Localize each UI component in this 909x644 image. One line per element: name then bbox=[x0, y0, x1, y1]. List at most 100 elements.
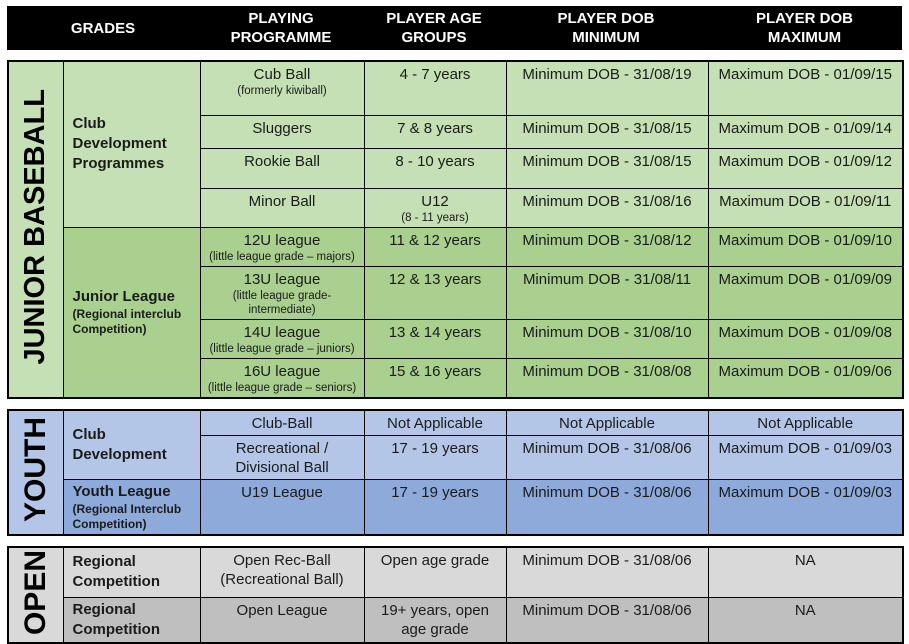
header-line: PLAYING bbox=[248, 10, 314, 27]
age-group-cell: 15 & 16 years bbox=[363, 357, 507, 398]
table-row: Youth League (Regional Interclub Competi… bbox=[8, 479, 904, 536]
dob-min: Minimum DOB - 31/08/06 bbox=[522, 440, 692, 457]
age-group: 15 & 16 years bbox=[388, 362, 482, 380]
programme-name: Open Rec-Ball bbox=[233, 552, 331, 569]
programme-note: (Recreational Ball) bbox=[220, 571, 344, 588]
dob-max: Maximum DOB - 01/09/12 bbox=[718, 152, 892, 170]
dob-max: Maximum DOB - 01/09/06 bbox=[718, 362, 892, 380]
age-group: 12 & 13 years bbox=[388, 270, 482, 288]
dob-min: Minimum DOB - 31/08/12 bbox=[522, 231, 692, 249]
programme-name: U19 League bbox=[241, 484, 323, 501]
grade-title: Regional Competition bbox=[72, 553, 161, 591]
dob-min-cell: Minimum DOB - 31/08/12 bbox=[505, 226, 709, 267]
dob-max-cell: Maximum DOB - 01/09/11 bbox=[707, 187, 904, 228]
dob-min-cell: Minimum DOB - 31/08/16 bbox=[505, 187, 709, 228]
age-group: 7 & 8 years bbox=[397, 119, 473, 137]
grade-title: Junior League bbox=[72, 288, 176, 305]
youth-section: YOUTH Club Development Club-Ball Not App… bbox=[7, 408, 904, 536]
age-group-cell: 7 & 8 years bbox=[363, 114, 507, 149]
header-line: MINIMUM bbox=[572, 29, 640, 46]
programme-note: (little league grade – juniors) bbox=[209, 342, 355, 355]
programme-note: (little league grade – seniors) bbox=[207, 381, 357, 394]
dob-min: Not Applicable bbox=[559, 414, 655, 432]
programme-name: Rookie Ball bbox=[244, 152, 320, 170]
programme-name: Club-Ball bbox=[251, 414, 313, 432]
grade-cell: Club Development Programmes bbox=[62, 60, 201, 228]
age-group: 8 - 10 years bbox=[395, 152, 475, 170]
open-section: OPEN Regional Competition Open Rec-Ball … bbox=[7, 546, 904, 644]
dob-max-cell: Maximum DOB - 01/09/08 bbox=[707, 318, 904, 359]
dob-min-cell: Minimum DOB - 31/08/08 bbox=[505, 357, 709, 398]
dob-min: Minimum DOB - 31/08/06 bbox=[522, 552, 692, 569]
programme-note: (little league grade – majors) bbox=[209, 250, 355, 263]
dob-max: Maximum DOB - 01/09/03 bbox=[718, 440, 892, 457]
header-line: MAXIMUM bbox=[767, 29, 842, 46]
age-group: Not Applicable bbox=[387, 414, 483, 432]
section-gap bbox=[7, 536, 902, 546]
dob-max-cell: Maximum DOB - 01/09/12 bbox=[707, 147, 904, 189]
dob-max: Maximum DOB - 01/09/14 bbox=[718, 119, 892, 137]
dob-max: Not Applicable bbox=[757, 414, 854, 432]
header-player-dob-maximum: PLAYER DOB MAXIMUM bbox=[707, 6, 902, 50]
age-group-cell: U12 (8 - 11 years) bbox=[363, 187, 507, 228]
header-line: GRADES bbox=[70, 19, 136, 37]
dob-max-cell: Maximum DOB - 01/09/09 bbox=[707, 265, 904, 320]
dob-min: Minimum DOB - 31/08/11 bbox=[522, 270, 692, 288]
programme-cell: Rookie Ball bbox=[199, 147, 365, 189]
programme-cell: Sluggers bbox=[199, 114, 365, 149]
programme-name: Recreational / Divisional Ball bbox=[235, 440, 329, 476]
section-label-text: JUNIOR BASEBALL bbox=[19, 88, 52, 365]
grade-cell: Club Development bbox=[62, 409, 201, 480]
header-player-age-groups: PLAYER AGE GROUPS bbox=[363, 6, 505, 50]
table-row: 13U league (little league grade-intermed… bbox=[8, 265, 904, 320]
header-player-dob-minimum: PLAYER DOB MINIMUM bbox=[505, 6, 707, 50]
age-group-cell: Not Applicable bbox=[363, 409, 507, 436]
programme-name: Cub Ball bbox=[253, 66, 311, 83]
programme-cell: 12U league (little league grade – majors… bbox=[199, 226, 365, 267]
programme-name: 13U league bbox=[243, 270, 321, 288]
grade-cell: Regional Competition bbox=[62, 546, 201, 598]
dob-min-cell: Minimum DOB - 31/08/06 bbox=[505, 479, 709, 536]
dob-max-cell: Maximum DOB - 01/09/03 bbox=[707, 479, 904, 536]
header-line: PLAYER DOB bbox=[557, 10, 655, 27]
section-gap bbox=[7, 399, 902, 409]
programme-cell: Recreational / Divisional Ball bbox=[199, 435, 365, 480]
age-group-cell: 17 - 19 years bbox=[363, 479, 507, 536]
dob-max: Maximum DOB - 01/09/03 bbox=[718, 484, 892, 501]
dob-max: Maximum DOB - 01/09/09 bbox=[718, 270, 892, 288]
table-row: Sluggers 7 & 8 years Minimum DOB - 31/08… bbox=[8, 114, 904, 149]
programme-note: (little league grade-intermediate) bbox=[232, 289, 332, 316]
age-group-note: (8 - 11 years) bbox=[401, 211, 469, 224]
age-group-cell: 8 - 10 years bbox=[363, 147, 507, 189]
section-label-open: OPEN bbox=[7, 546, 64, 643]
junior-baseball-section: JUNIOR BASEBALL Club Development Program… bbox=[7, 60, 904, 399]
section-gap bbox=[7, 50, 902, 60]
table-row: Junior League (Regional interclub Compet… bbox=[8, 226, 904, 398]
dob-max-cell: Not Applicable bbox=[707, 409, 904, 436]
dob-max-cell: Maximum DOB - 01/09/14 bbox=[707, 114, 904, 149]
dob-min: Minimum DOB - 31/08/15 bbox=[522, 119, 692, 137]
programme-note: (formerly kiwiball) bbox=[237, 85, 327, 97]
dob-max-cell: Maximum DOB - 01/09/15 bbox=[707, 60, 904, 116]
dob-min-cell: Minimum DOB - 31/08/15 bbox=[505, 114, 709, 149]
dob-min: Minimum DOB - 31/08/06 bbox=[522, 601, 692, 619]
dob-max: NA bbox=[794, 601, 816, 619]
grade-title: Youth League bbox=[72, 483, 171, 500]
dob-max: NA bbox=[794, 552, 816, 569]
header-grades: GRADES bbox=[7, 6, 199, 50]
section-label-youth: YOUTH bbox=[7, 409, 64, 536]
age-group: 11 & 12 years bbox=[389, 231, 481, 249]
dob-min: Minimum DOB - 31/08/10 bbox=[522, 323, 692, 341]
programme-cell: 14U league (little league grade – junior… bbox=[199, 318, 365, 359]
programme-name: 12U league bbox=[243, 231, 321, 249]
programme-name: Minor Ball bbox=[248, 192, 316, 210]
table-row: JUNIOR BASEBALL Club Development Program… bbox=[7, 60, 904, 398]
dob-max-cell: Maximum DOB - 01/09/03 bbox=[707, 435, 904, 480]
age-group-cell: Open age grade bbox=[363, 546, 507, 598]
section-label-junior-baseball: JUNIOR BASEBALL bbox=[7, 60, 64, 398]
dob-min: Minimum DOB - 31/08/06 bbox=[522, 484, 692, 501]
age-group: Open age grade bbox=[380, 552, 490, 569]
table-row: 14U league (little league grade – junior… bbox=[8, 318, 904, 359]
dob-min-cell: Minimum DOB - 31/08/19 bbox=[505, 60, 709, 116]
